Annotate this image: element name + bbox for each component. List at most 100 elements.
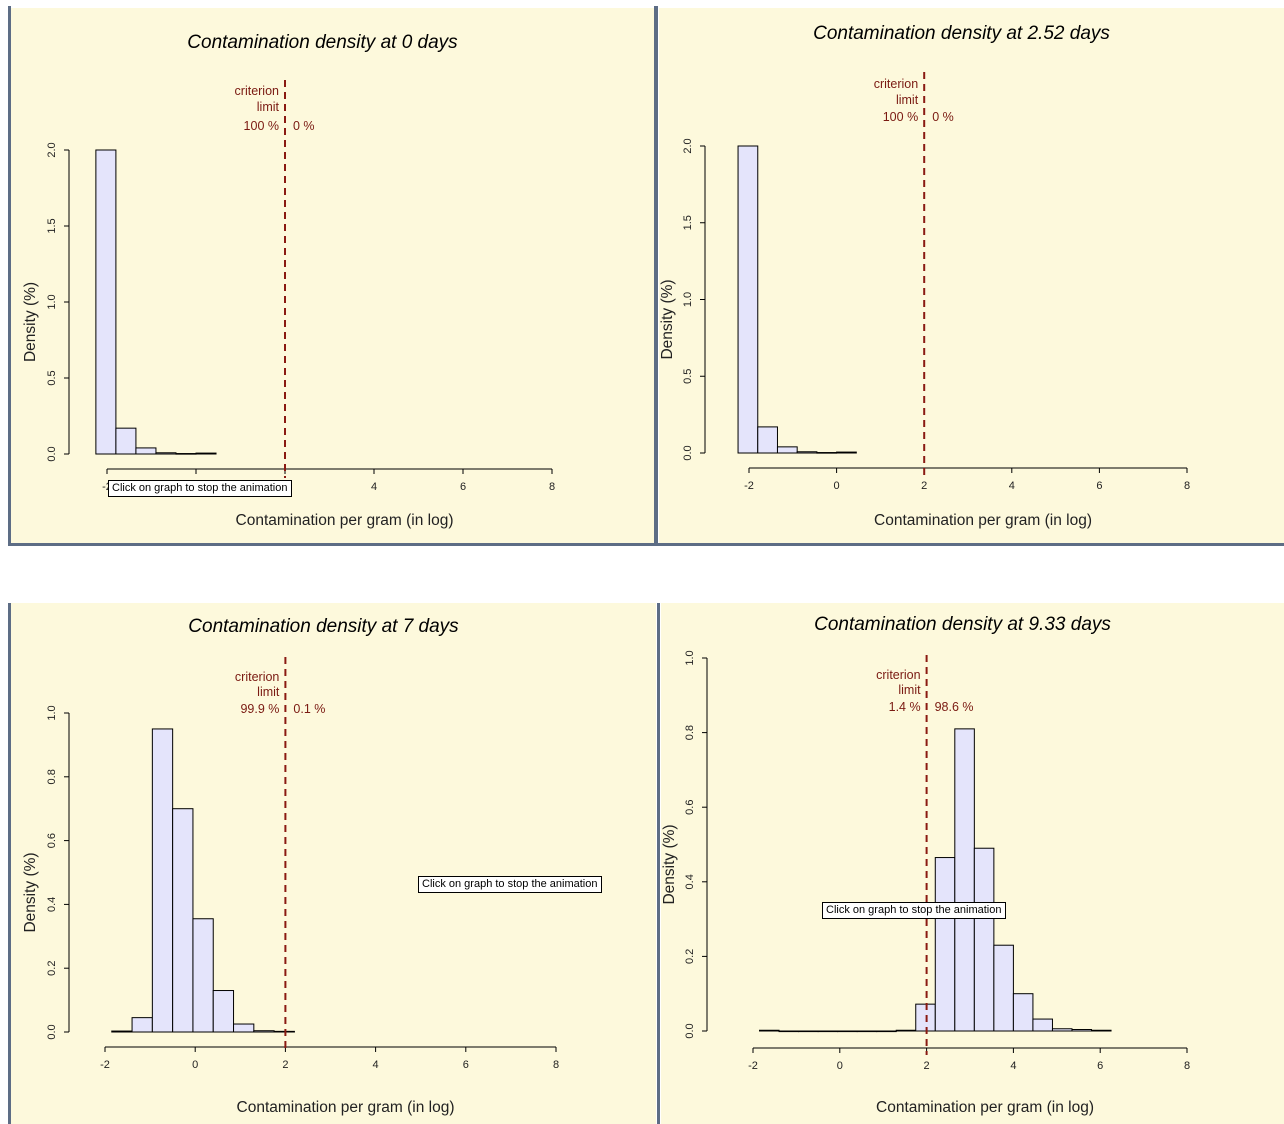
histogram-bar <box>1071 1029 1093 1032</box>
y-axis-label: Density (%) <box>659 279 676 359</box>
chart-title: Contamination density at 0 days <box>187 32 458 53</box>
stop-animation-tooltip[interactable]: Click on graph to stop the animation <box>822 902 1006 919</box>
y-tick-label: 0.2 <box>684 949 696 964</box>
y-tick-label: 1.0 <box>46 705 58 720</box>
histogram-bar <box>973 847 995 1032</box>
chart-panel-7-days[interactable]: Contamination density at 7 days -2 0 2 4 6 8 0.… <box>11 603 656 1124</box>
x-tick-label: 4 <box>373 1059 379 1071</box>
x-axis-label: Contamination per gram (in log) <box>876 1099 1094 1116</box>
chart-2-svg: Contamination density at 7 days -2 0 2 4 6 8 0.… <box>22 616 559 1116</box>
x-tick-label: -2 <box>102 481 112 493</box>
criterion-limit-label: limit <box>257 685 280 699</box>
x-tick-label: -2 <box>744 480 754 492</box>
histogram-bar <box>876 1030 897 1033</box>
x-tick-label: 8 <box>553 1059 559 1071</box>
frame-left-bottom <box>8 603 11 1124</box>
y-tick-label: 0.4 <box>46 897 58 912</box>
histogram-bar <box>131 1017 153 1033</box>
histogram-bar <box>155 452 177 455</box>
x-tick-label: 0 <box>837 1060 843 1072</box>
y-tick-label: 0.0 <box>46 446 58 461</box>
criterion-limit-label: limit <box>898 683 921 697</box>
histogram-bar <box>1032 1018 1053 1032</box>
x-tick-label: 4 <box>1009 480 1015 492</box>
x-tick-label: 8 <box>1184 480 1190 492</box>
histogram-bar <box>993 944 1014 1032</box>
criterion-limit-label: limit <box>896 93 919 107</box>
histogram-bar <box>737 145 759 454</box>
x-axis-label: Contamination per gram (in log) <box>237 1099 455 1116</box>
y-tick-label: 0.0 <box>684 1023 696 1038</box>
y-tick-label: 1.0 <box>684 650 696 665</box>
y-tick-label: 0.6 <box>684 800 696 815</box>
histogram-bar <box>172 808 194 1033</box>
histogram-bar <box>757 426 778 454</box>
histogram-bar <box>817 1030 839 1033</box>
frame-bottom-top <box>8 543 1284 546</box>
y-axis-label: Density (%) <box>22 282 39 362</box>
y-axis-label: Density (%) <box>22 852 39 932</box>
criterion-label: criterion <box>874 77 919 91</box>
frame-center-bottom <box>657 603 660 1124</box>
histogram-bar <box>135 447 157 455</box>
y-tick-label: 1.0 <box>682 292 694 307</box>
x-tick-label: 0 <box>834 480 840 492</box>
criterion-percent-below: 100 % <box>244 119 279 133</box>
x-tick-label: 8 <box>549 481 555 493</box>
stop-animation-tooltip[interactable]: Click on graph to stop the animation <box>418 876 602 893</box>
criterion-percent-above: 98.6 % <box>935 700 974 714</box>
histogram-bar <box>195 452 217 455</box>
histogram-bar <box>115 427 137 455</box>
histogram-bar <box>776 446 798 454</box>
histogram-bar <box>836 451 857 454</box>
stop-animation-tooltip[interactable]: Click on graph to stop the animation <box>108 480 292 497</box>
histogram-bar <box>778 1030 800 1033</box>
chart-0-svg: Contamination density at 0 days-2024680.… <box>22 32 555 529</box>
chart-panel-0-days[interactable]: Contamination density at 0 days-2024680.… <box>11 8 654 543</box>
y-tick-label: 0.6 <box>46 833 58 848</box>
x-tick-label: 6 <box>1097 1060 1103 1072</box>
y-tick-label: 0.5 <box>46 370 58 385</box>
histogram-bar <box>1091 1029 1112 1032</box>
x-tick-label: 8 <box>1184 1060 1190 1072</box>
x-tick-label: 0 <box>192 1059 198 1071</box>
histogram-bar <box>856 1030 878 1033</box>
chart-1-svg: Contamination density at 2.52 days -2 0 2 4 6… <box>659 23 1190 529</box>
x-tick-label: 6 <box>463 1059 469 1071</box>
y-tick-label: 1.5 <box>46 218 58 233</box>
histogram-bar <box>1051 1028 1073 1032</box>
criterion-label: criterion <box>235 670 280 684</box>
histogram-bar <box>253 1030 275 1033</box>
criterion-label: criterion <box>876 668 921 682</box>
chart-title: Contamination density at 2.52 days <box>813 23 1110 44</box>
histogram-bar <box>1012 993 1034 1032</box>
histogram-bar <box>759 1029 780 1032</box>
y-tick-label: 1.5 <box>682 215 694 230</box>
y-tick-label: 1.0 <box>46 294 58 309</box>
chart-panel-2-52-days[interactable]: Contamination density at 2.52 days -2 0 2 4 6… <box>659 8 1284 543</box>
histogram-bar <box>796 451 818 454</box>
criterion-percent-above: 0 % <box>932 110 954 124</box>
histogram-bar <box>192 918 214 1033</box>
chart-title: Contamination density at 7 days <box>188 616 459 637</box>
histogram-bar <box>954 728 975 1032</box>
y-tick-label: 0.0 <box>46 1024 58 1039</box>
x-tick-label: -2 <box>748 1060 758 1072</box>
histogram-bar <box>816 452 838 454</box>
y-tick-label: 2.0 <box>46 142 58 157</box>
criterion-percent-below: 1.4 % <box>889 700 921 714</box>
x-tick-label: 2 <box>282 1059 288 1071</box>
criterion-limit-label: limit <box>257 100 280 114</box>
y-axis-label: Density (%) <box>661 824 678 904</box>
histogram-bar <box>95 149 117 455</box>
x-axis-label: Contamination per gram (in log) <box>874 512 1092 529</box>
chart-title: Contamination density at 9.33 days <box>814 614 1111 635</box>
criterion-percent-above: 0.1 % <box>293 702 325 716</box>
chart-panel-9-33-days[interactable]: Contamination density at 9.33 days -2 0 2 4 6… <box>661 603 1284 1124</box>
y-tick-label: 0.0 <box>682 445 694 460</box>
chart-3-svg: Contamination density at 9.33 days -2 0 2 4 6… <box>661 614 1190 1116</box>
x-tick-label: -2 <box>100 1059 110 1071</box>
x-tick-label: 6 <box>1096 480 1102 492</box>
criterion-percent-below: 99.9 % <box>240 702 279 716</box>
histogram-bar <box>915 1003 936 1032</box>
